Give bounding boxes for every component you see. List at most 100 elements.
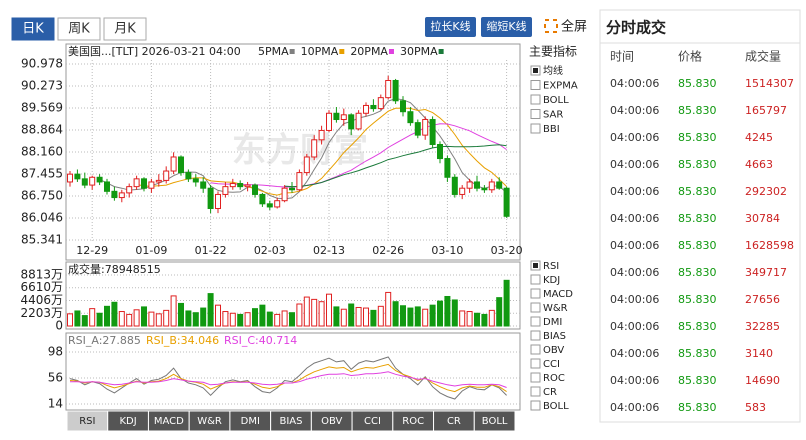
- checkbox[interactable]: [530, 386, 541, 397]
- candle-body: [229, 183, 236, 188]
- table-cell: 27656: [745, 293, 780, 306]
- bottom-tab[interactable]: [473, 410, 516, 432]
- volume-bar: [414, 306, 421, 327]
- volume-bar: [244, 312, 251, 327]
- tab-label[interactable]: 周K: [68, 22, 90, 37]
- indicator-label[interactable]: MACD: [543, 289, 573, 300]
- table-cell: 04:00:06: [610, 212, 659, 225]
- candle-body: [163, 170, 170, 181]
- watermark: 东方财富: [232, 131, 368, 171]
- legend-label: 30PMA: [400, 45, 438, 58]
- tab-label[interactable]: 月K: [114, 22, 136, 37]
- bottom-tab-label[interactable]: ROC: [402, 416, 424, 427]
- indicator-label[interactable]: OBV: [543, 345, 564, 356]
- indicator-label[interactable]: RSI: [543, 261, 559, 272]
- candle-body: [296, 172, 303, 191]
- candle-body: [303, 156, 310, 174]
- checkbox[interactable]: [530, 123, 541, 134]
- volume-bar: [474, 312, 480, 327]
- checkbox[interactable]: [530, 109, 541, 119]
- ma-line: [210, 123, 507, 188]
- bottom-tab-label[interactable]: CR: [447, 416, 461, 427]
- legend-label: 10PMA: [301, 45, 339, 58]
- candle-body: [326, 112, 332, 131]
- volume-bar: [141, 306, 147, 327]
- checkbox-check[interactable]: [533, 263, 538, 268]
- checkbox[interactable]: [530, 94, 541, 105]
- indicator-label[interactable]: ROC: [543, 373, 565, 384]
- table-cell: 292302: [745, 185, 787, 198]
- bottom-tab-label[interactable]: W&R: [197, 416, 222, 427]
- volume-bar: [333, 306, 340, 327]
- tab-label[interactable]: 日K: [22, 22, 44, 37]
- indicator-label[interactable]: SAR: [543, 110, 563, 121]
- checkbox[interactable]: [530, 372, 541, 383]
- indicator-label[interactable]: CCI: [543, 359, 560, 370]
- tab[interactable]: [57, 17, 101, 41]
- checkbox[interactable]: [530, 316, 541, 327]
- column-header: 价格: [678, 49, 702, 64]
- candle-body: [192, 178, 199, 183]
- tab[interactable]: [11, 17, 55, 41]
- volume-bar: [89, 308, 96, 327]
- volume-bar: [163, 309, 170, 327]
- button[interactable]: [425, 17, 476, 37]
- volume-bar: [237, 313, 244, 327]
- table-cell: 583: [745, 401, 766, 414]
- volume-bar: [459, 310, 466, 327]
- candle-body: [318, 129, 325, 141]
- indicator-label[interactable]: CR: [543, 387, 557, 398]
- bottom-tab-label[interactable]: DMI: [241, 416, 260, 427]
- button-label[interactable]: 缩短K线: [486, 19, 526, 33]
- y-tick-label: 86.750: [21, 189, 63, 203]
- checkbox[interactable]: [530, 80, 541, 90]
- volume-bar: [326, 293, 332, 327]
- bottom-tab-label[interactable]: KDJ: [119, 416, 136, 427]
- bottom-tab-label[interactable]: OBV: [321, 416, 342, 427]
- checkbox[interactable]: [530, 358, 541, 369]
- indicator-label[interactable]: 均线: [543, 64, 563, 77]
- volume-bar: [207, 293, 214, 327]
- checkbox[interactable]: [530, 344, 541, 355]
- bottom-tab-label[interactable]: RSI: [79, 416, 95, 427]
- indicator-label[interactable]: BOLL: [543, 95, 569, 106]
- button[interactable]: [481, 17, 532, 37]
- candle-body: [355, 112, 362, 130]
- volume-bar: [74, 310, 81, 327]
- bottom-tab-label[interactable]: CCI: [364, 416, 381, 427]
- button-label[interactable]: 拉长K线: [430, 19, 470, 33]
- y-tick-label: 88.160: [21, 144, 63, 158]
- bottom-tab-label[interactable]: BOLL: [482, 416, 508, 427]
- indicator-label[interactable]: BOLL: [543, 401, 569, 412]
- checkbox[interactable]: [530, 274, 541, 285]
- checkbox[interactable]: [530, 330, 541, 341]
- indicator-label[interactable]: EXPMA: [543, 81, 578, 92]
- checkbox-check[interactable]: [533, 68, 538, 73]
- candle-body: [444, 158, 451, 178]
- volume-bar: [178, 302, 184, 327]
- indicator-label[interactable]: DMI: [543, 317, 562, 328]
- y-tick-label: 6610万: [20, 280, 63, 294]
- fullscreen-label[interactable]: 全屏: [561, 19, 587, 35]
- volume-bar: [111, 301, 118, 327]
- indicator-label[interactable]: BBI: [543, 124, 560, 135]
- table-cell: 32285: [745, 320, 780, 333]
- indicator-label[interactable]: BIAS: [543, 331, 566, 342]
- indicator-label[interactable]: KDJ: [543, 275, 560, 286]
- indicator-label[interactable]: W&R: [543, 303, 568, 314]
- rsi-frame: [65, 332, 521, 411]
- bottom-tab-label[interactable]: BIAS: [280, 416, 303, 427]
- checkbox[interactable]: [530, 302, 541, 313]
- volume-bar: [377, 305, 384, 327]
- legend-swatch: [388, 49, 394, 54]
- volume-bar: [67, 313, 73, 327]
- table-cell: 85.830: [678, 293, 717, 306]
- checkbox[interactable]: [530, 288, 541, 299]
- checkbox[interactable]: [530, 400, 541, 411]
- x-tick-label: 03-20: [491, 244, 523, 257]
- table-cell: 85.830: [678, 212, 717, 225]
- bottom-tab-label[interactable]: MACD: [154, 416, 184, 427]
- candle-body: [466, 181, 473, 189]
- tab[interactable]: [103, 17, 147, 41]
- fullscreen-icon[interactable]: [544, 19, 558, 33]
